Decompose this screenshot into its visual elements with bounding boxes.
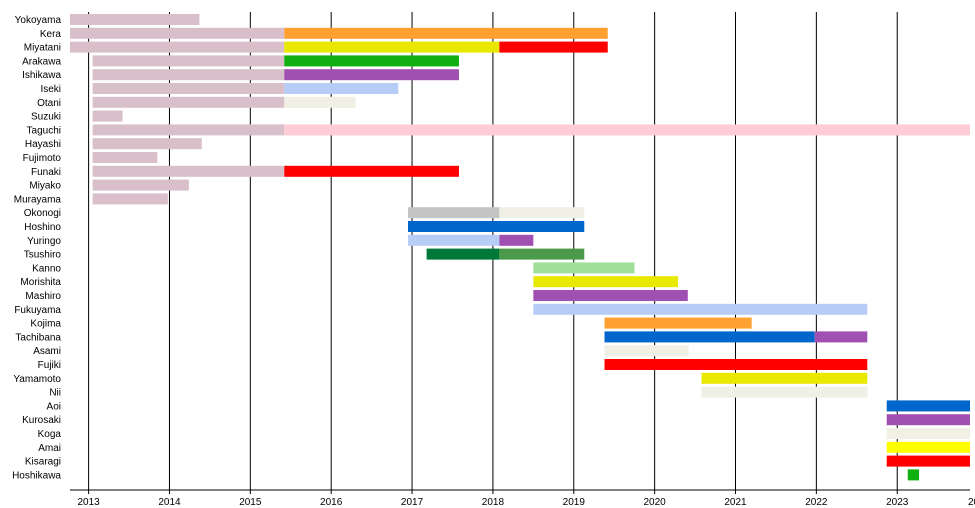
x-tick-label: 2014 — [158, 497, 181, 508]
bar-okonogi — [408, 207, 500, 219]
bar-hayashi — [92, 138, 202, 150]
row-label-morishita: Morishita — [20, 277, 61, 288]
row-label-aoi: Aoi — [47, 401, 61, 412]
row-label-fujiki: Fujiki — [38, 360, 61, 371]
bar-kanno — [533, 262, 635, 274]
bar-aoi — [886, 400, 970, 412]
bar-mashiro — [533, 290, 688, 301]
row-label-okonogi: Okonogi — [24, 208, 61, 219]
x-tick-label: 2015 — [239, 497, 262, 508]
row-label-nii: Nii — [49, 388, 61, 399]
bar-yamamoto — [701, 372, 868, 384]
bar-miyatani — [70, 41, 285, 53]
row-label-hayashi: Hayashi — [25, 139, 61, 150]
row-label-koga: Koga — [38, 429, 62, 440]
row-label-funaki: Funaki — [31, 167, 61, 178]
row-label-kisaragi: Kisaragi — [25, 457, 61, 468]
bar-arakawa — [284, 55, 459, 67]
x-tick-label: 2022 — [805, 497, 828, 508]
row-label-asami: Asami — [33, 346, 61, 357]
row-label-kurosaki: Kurosaki — [22, 415, 61, 426]
x-tick-label: 20 — [968, 497, 975, 508]
bar-amai — [886, 441, 970, 453]
bar-arakawa — [92, 55, 285, 67]
row-label-otani: Otani — [37, 98, 61, 109]
bar-yuringo — [408, 234, 500, 246]
x-tick-label: 2021 — [724, 497, 747, 508]
bar-morishita — [533, 276, 679, 288]
bar-taguchi — [284, 124, 970, 136]
row-label-murayama: Murayama — [14, 194, 62, 205]
bar-miyako — [92, 179, 189, 191]
bar-murayama — [92, 193, 168, 205]
bar-kojima — [604, 317, 752, 329]
row-label-fukuyama: Fukuyama — [14, 305, 61, 316]
x-axis: 2013 2014 2015 2016 2017 2018 2019 2020 2021 2022… — [70, 489, 975, 508]
x-tick-label: 2019 — [563, 497, 586, 508]
row-label-yokoyama: Yokoyama — [15, 15, 62, 26]
x-tick-label: 2013 — [77, 497, 100, 508]
bar-funaki — [92, 165, 285, 177]
row-label-ishikawa: Ishikawa — [22, 70, 61, 81]
bar-ishikawa — [284, 69, 459, 81]
x-tick-label: 2016 — [320, 497, 343, 508]
row-label-arakawa: Arakawa — [22, 56, 61, 67]
row-label-hoshikawa: Hoshikawa — [12, 470, 61, 481]
row-label-miyatani: Miyatani — [24, 43, 61, 54]
bar-kera — [70, 27, 285, 39]
bar-fukuyama — [533, 303, 868, 315]
bar-okonogi — [499, 207, 585, 219]
row-label-iseki: Iseki — [40, 84, 61, 95]
bar-kera — [284, 27, 608, 39]
row-label-yamamoto: Yamamoto — [13, 374, 61, 385]
row-label-yuringo: Yuringo — [27, 236, 61, 247]
bar-otani — [284, 96, 356, 108]
bar-kurosaki — [886, 414, 970, 426]
bar-tachibana — [814, 331, 868, 343]
bar-iseki — [92, 83, 285, 94]
row-label-kojima: Kojima — [30, 319, 61, 330]
row-label-kanno: Kanno — [32, 263, 61, 274]
x-tick-label: 2020 — [644, 497, 667, 508]
bar-tsushiro — [426, 248, 500, 260]
bar-fujiki — [604, 359, 868, 370]
bar-tsushiro — [499, 248, 585, 260]
bar-yuringo — [499, 234, 534, 246]
row-label-tachibana: Tachibana — [15, 332, 61, 343]
bar-hoshino — [408, 221, 585, 232]
bar-taguchi — [92, 124, 285, 136]
bar-iseki — [284, 83, 399, 94]
bar-nii — [701, 386, 868, 398]
bar-fujimoto — [92, 152, 158, 163]
row-label-tsushiro: Tsushiro — [24, 250, 62, 261]
row-label-amai: Amai — [38, 443, 61, 454]
x-tick-label: 2023 — [886, 497, 909, 508]
bar-otani — [92, 96, 285, 108]
bar-tachibana — [604, 331, 815, 343]
x-tick-label: 2018 — [482, 497, 505, 508]
row-label-miyako: Miyako — [29, 181, 61, 192]
bar-yokoyama — [70, 14, 200, 25]
bar-hoshikawa — [907, 469, 920, 481]
bar-funaki — [284, 165, 459, 177]
row-label-fujimoto: Fujimoto — [23, 153, 62, 164]
bar-miyatani — [284, 41, 500, 53]
member-names: Yokoyama Kera Miyatani Arakawa Ishikawa Iseki… — [12, 15, 61, 481]
bar-miyatani — [499, 41, 608, 53]
row-label-hoshino: Hoshino — [24, 222, 61, 233]
bar-asami — [604, 345, 689, 357]
bar-kisaragi — [886, 455, 970, 467]
bars — [70, 14, 970, 481]
row-label-taguchi: Taguchi — [27, 125, 61, 136]
row-label-kera: Kera — [40, 29, 62, 40]
row-label-mashiro: Mashiro — [25, 291, 61, 302]
bar-ishikawa — [92, 69, 285, 81]
bar-koga — [886, 428, 970, 439]
x-tick-label: 2017 — [401, 497, 424, 508]
bar-suzuki — [92, 110, 123, 122]
row-label-suzuki: Suzuki — [31, 112, 61, 123]
